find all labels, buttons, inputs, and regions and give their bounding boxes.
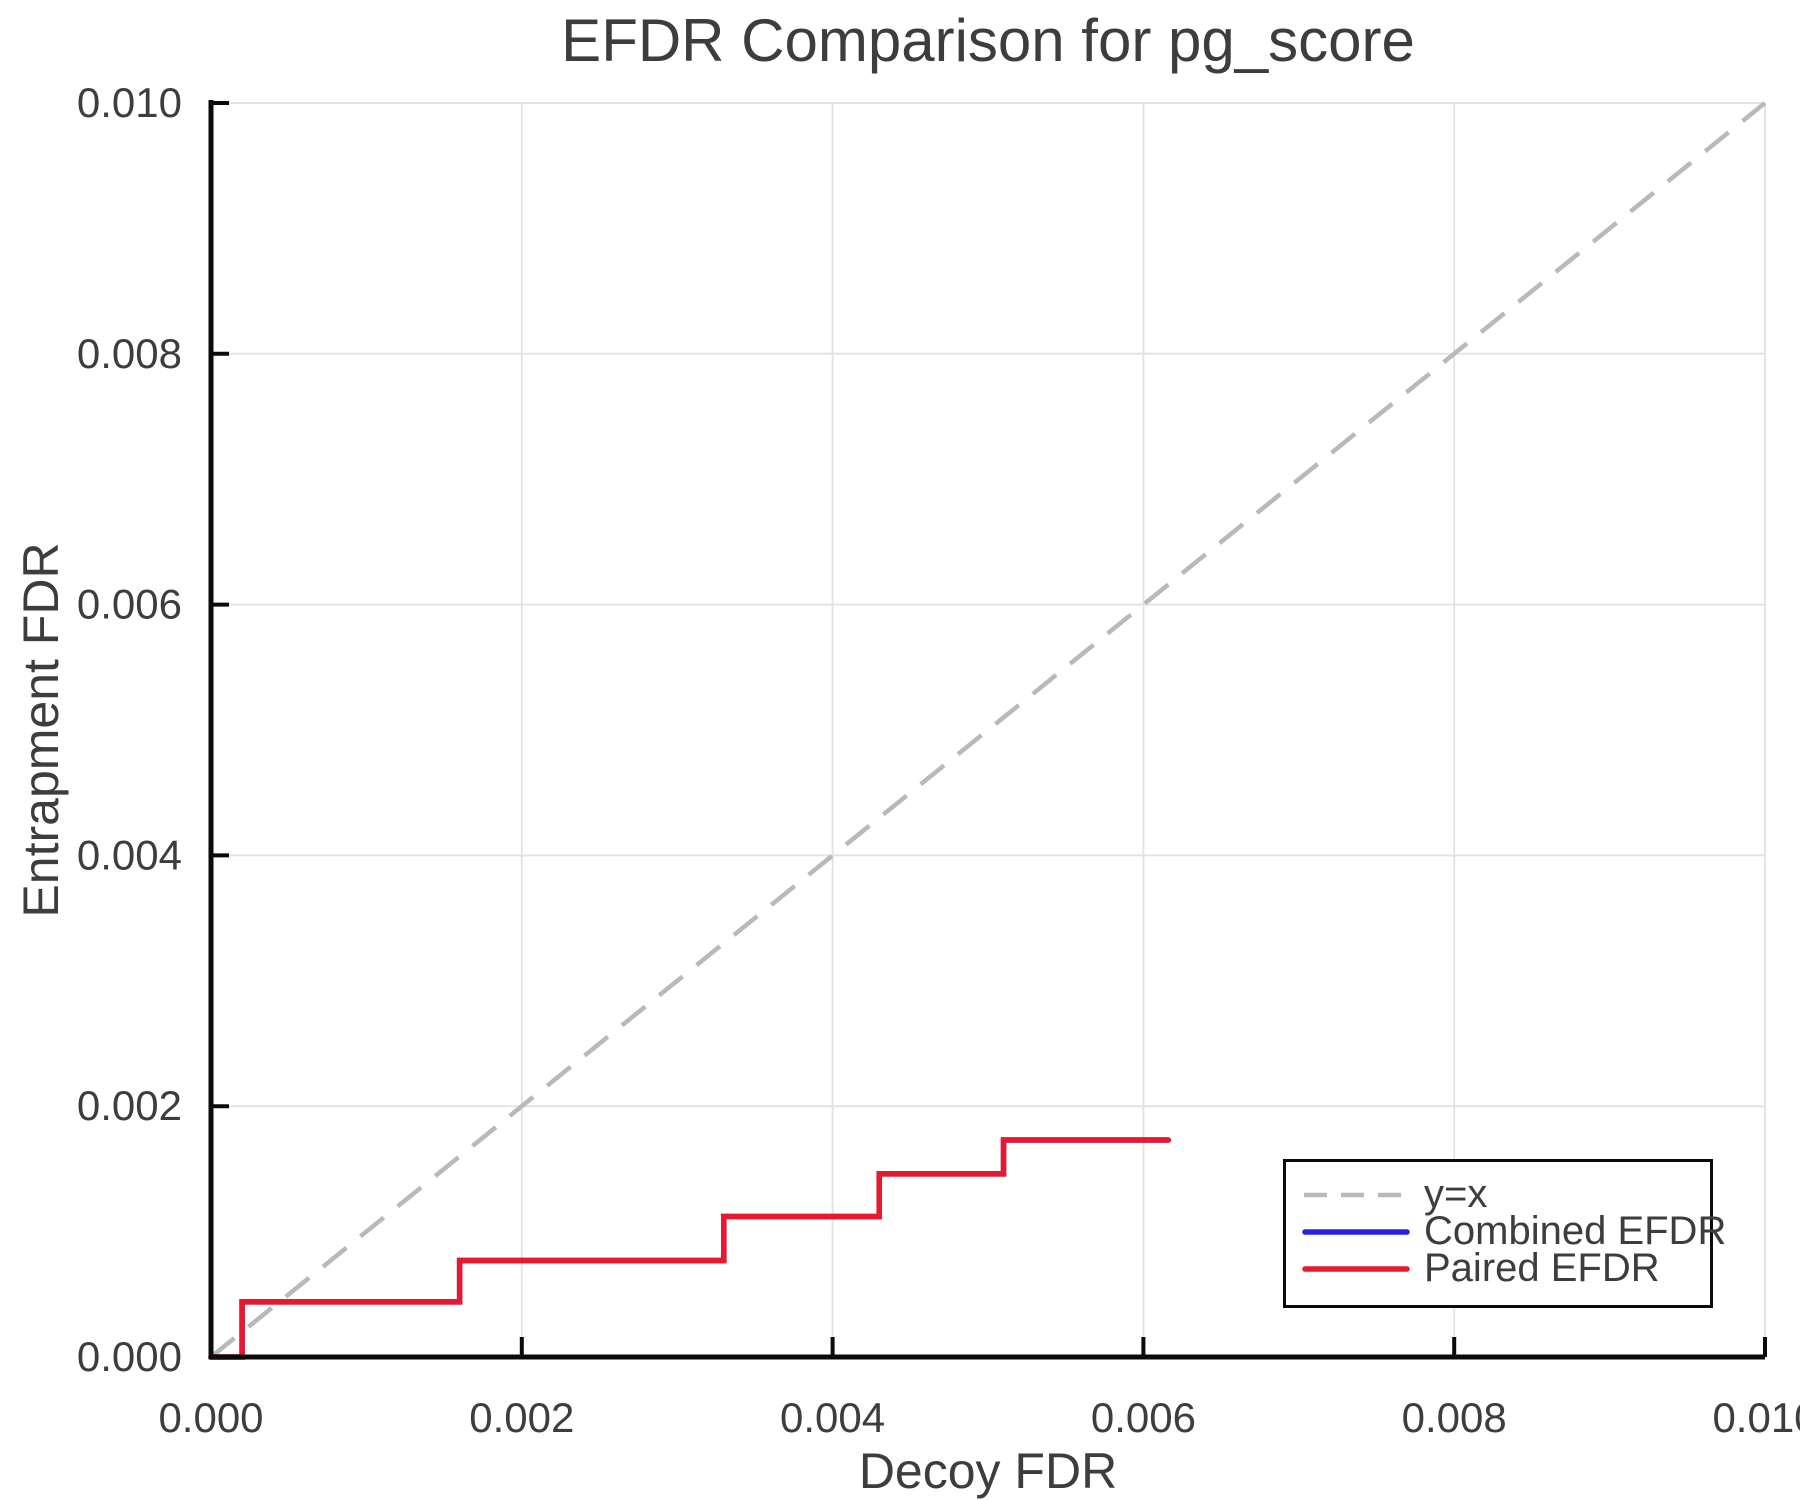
identity-line-sample-icon xyxy=(1304,1192,1408,1197)
x-tick-label: 0.002 xyxy=(469,1394,574,1441)
legend-label-combined: Combined EFDR xyxy=(1424,1209,1727,1253)
legend-row-identity: y=x xyxy=(1286,1172,1710,1216)
series-line-paired-efdr xyxy=(208,1137,1172,1360)
legend-label-paired: Paired EFDR xyxy=(1424,1246,1660,1290)
y-tick-label: 0.002 xyxy=(77,1082,182,1129)
x-tick-label: 0.006 xyxy=(1091,1394,1196,1441)
x-tick-label: 0.008 xyxy=(1402,1394,1507,1441)
series-line-combined-efdr xyxy=(208,1137,1172,1360)
legend-row-combined: Combined EFDR xyxy=(1286,1211,1726,1251)
y-tick-label: 0.010 xyxy=(77,79,182,126)
x-axis-label: Decoy FDR xyxy=(858,1443,1118,1499)
x-tick-label: 0.010 xyxy=(1712,1394,1800,1441)
legend-row-paired: Paired EFDR xyxy=(1286,1246,1710,1290)
paired-efdr-line-sample-icon xyxy=(1302,1265,1410,1272)
legend-label-identity: y=x xyxy=(1424,1172,1488,1216)
chart-title: EFDR Comparison for pg_score xyxy=(561,7,1415,74)
y-tick-label: 0.008 xyxy=(77,330,182,377)
y-axis-label: Entrapment FDR xyxy=(13,542,69,918)
legend-box: y=x Combined EFDR Paired EFDR xyxy=(1283,1159,1726,1308)
y-tick-label: 0.004 xyxy=(77,831,182,878)
combined-efdr-line-sample-icon xyxy=(1302,1228,1410,1235)
y-tick-label: 0.000 xyxy=(77,1333,182,1380)
y-tick-label: 0.006 xyxy=(77,581,182,628)
x-tick-label: 0.000 xyxy=(158,1394,263,1441)
x-tick-label: 0.004 xyxy=(780,1394,885,1441)
